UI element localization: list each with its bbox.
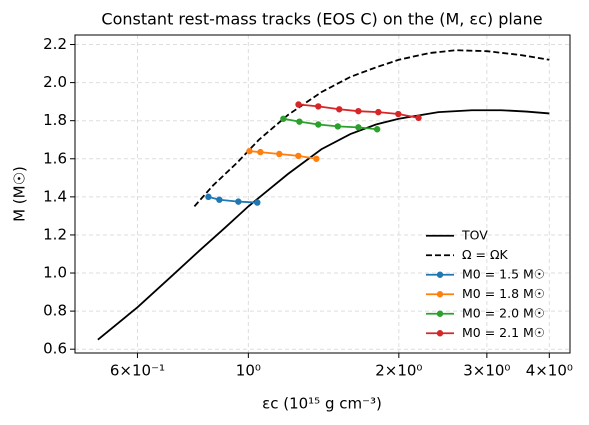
y-tick-label: 1.0 — [43, 264, 67, 282]
legend-marker — [436, 330, 444, 337]
data-point — [336, 106, 343, 113]
y-tick-label: 1.4 — [43, 187, 67, 205]
data-point — [315, 121, 322, 128]
series-line — [193, 49, 550, 207]
data-point — [355, 124, 362, 131]
plot-area — [97, 49, 550, 341]
data-point — [315, 103, 322, 110]
data-point — [355, 107, 362, 115]
legend-label: M0 = 2.1 M☉ — [462, 325, 545, 340]
axes-frame — [74, 34, 571, 354]
data-point — [205, 193, 212, 201]
x-tick-label: 3×10⁰ — [463, 362, 510, 380]
series-line — [97, 109, 550, 341]
data-point — [235, 198, 242, 205]
data-point — [257, 148, 264, 156]
data-point — [216, 196, 223, 203]
legend-marker — [436, 291, 444, 298]
y-axis-label: M (M☉) — [11, 166, 29, 222]
legend-label: M0 = 1.8 M☉ — [462, 286, 545, 301]
legend-label: M0 = 1.5 M☉ — [462, 266, 545, 281]
data-point — [334, 123, 342, 130]
legend-label: M0 = 2.0 M☉ — [462, 305, 545, 320]
x-tick-label: 6×10⁻¹ — [110, 362, 165, 380]
y-tick-label: 1.6 — [43, 149, 67, 167]
legend: TOV Ω = ΩK M0 = 1.5 M☉ M0 = 1.8 M☉ M0 = 2.0 … — [426, 227, 545, 340]
legend-label: TOV — [461, 227, 488, 242]
legend-marker — [436, 310, 444, 317]
x-axis-label: εc (10¹⁵ g cm⁻³) — [262, 395, 382, 413]
data-point — [280, 115, 287, 122]
legend-label: Ω = ΩK — [462, 247, 509, 262]
data-point — [395, 110, 402, 118]
legend-marker — [436, 271, 444, 278]
x-tick-label: 2×10⁰ — [375, 362, 422, 380]
data-point — [254, 199, 261, 206]
x-tick-label: 10⁰ — [236, 362, 261, 380]
data-point — [295, 152, 302, 160]
data-point — [373, 126, 381, 133]
grid — [70, 35, 570, 358]
data-point — [415, 114, 422, 122]
y-tick-label: 0.6 — [43, 340, 67, 358]
data-point — [295, 101, 302, 108]
y-tick-label: 1.2 — [43, 225, 67, 243]
chart-title: Constant rest-mass tracks (EOS C) on the… — [101, 10, 542, 29]
data-point — [276, 150, 283, 158]
data-point — [296, 118, 303, 125]
data-point — [246, 147, 253, 155]
x-tick-label: 4×10⁰ — [526, 362, 573, 380]
y-tick-label: 0.8 — [43, 302, 67, 320]
data-point — [375, 108, 382, 116]
y-tick-label: 2.0 — [43, 73, 67, 91]
series-line — [208, 195, 258, 204]
data-point — [313, 155, 320, 162]
y-tick-label: 2.2 — [43, 35, 67, 53]
y-tick-label: 1.8 — [43, 111, 67, 129]
